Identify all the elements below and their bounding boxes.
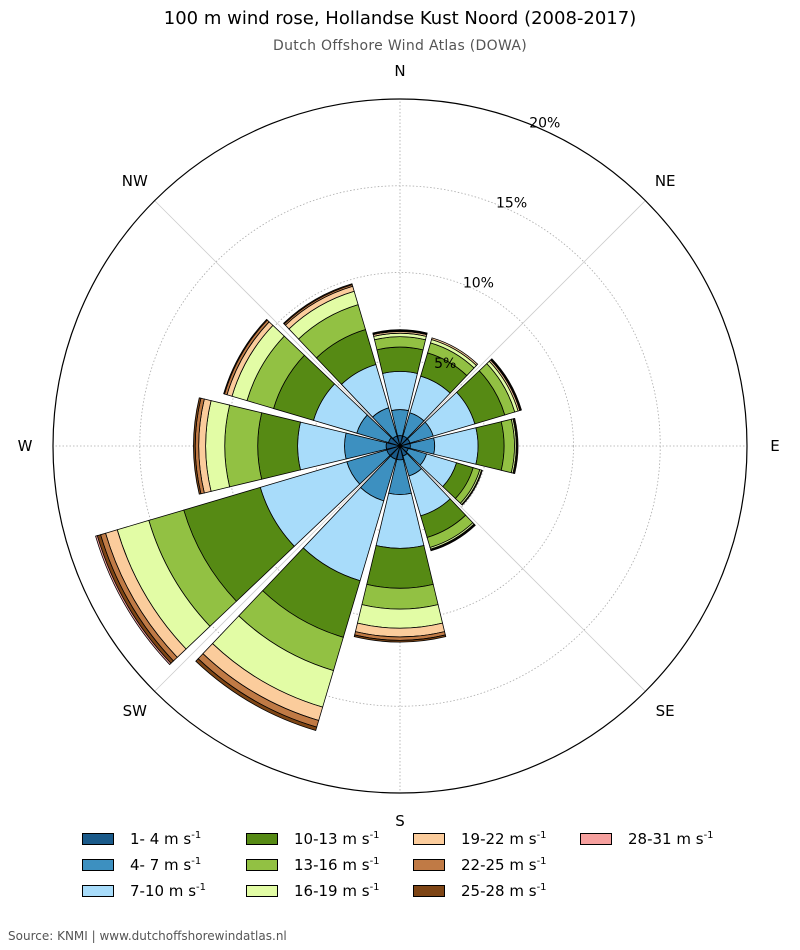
wedge-150-class-8	[430, 524, 476, 552]
legend-label-exponent: -1	[369, 830, 380, 841]
wedge-240-class-10	[95, 535, 172, 666]
legend-swatch	[413, 885, 445, 897]
grid-circle	[139, 185, 661, 707]
legend-label-exponent: -1	[536, 830, 547, 841]
radial-tick-label: 10%	[463, 276, 494, 292]
wedge-180-class-5	[361, 583, 439, 610]
legend-item: 7-10 m s-1	[82, 882, 206, 900]
legend-item: 28-31 m s-1	[580, 830, 714, 848]
legend-swatch	[246, 885, 278, 897]
legend-label-exponent: -1	[196, 882, 206, 893]
outer-circle	[52, 98, 748, 794]
legend-label: 19-22 m s-1	[461, 830, 547, 848]
wedge-210-class-9	[195, 658, 318, 731]
legend: 1- 4 m s-1 4- 7 m s-1 7-10 m s-1 10-13 m s-…	[82, 830, 782, 910]
wedge-270-class-4	[257, 412, 301, 480]
legend-label: 7-10 m s-1	[130, 882, 206, 900]
compass-label-s: S	[395, 812, 405, 830]
legend-item: 16-19 m s-1	[246, 882, 380, 900]
legend-label-exponent: -1	[191, 830, 202, 841]
legend-swatch	[82, 859, 114, 871]
radial-tick-label: 20%	[529, 115, 560, 131]
legend-label: 28-31 m s-1	[628, 830, 714, 848]
legend-item: 4- 7 m s-1	[82, 856, 201, 874]
wedge-0-class-4	[376, 346, 424, 374]
compass-label-se: SE	[656, 702, 675, 720]
legend-swatch	[246, 859, 278, 871]
wedge-0-class-9	[372, 329, 428, 335]
legend-label-text: 13-16 m s	[294, 856, 370, 874]
wedge-180-class-4	[366, 545, 434, 589]
legend-swatch	[580, 833, 612, 845]
grid-spoke	[154, 445, 401, 692]
legend-label: 13-16 m s-1	[294, 856, 380, 874]
legend-swatch	[82, 833, 114, 845]
legend-label: 16-19 m s-1	[294, 882, 380, 900]
legend-swatch	[246, 833, 278, 845]
wedge-60-class-9	[490, 358, 522, 411]
compass-label-e: E	[770, 437, 779, 455]
legend-label-text: 7-10 m s	[130, 882, 197, 900]
legend-item: 10-13 m s-1	[246, 830, 380, 848]
legend-label-exponent: -1	[536, 882, 547, 893]
wedge-300-class-9	[223, 318, 268, 395]
source-note: Source: KNMI | www.dutchoffshorewindatla…	[8, 929, 287, 943]
legend-label: 10-13 m s-1	[294, 830, 380, 848]
legend-label-text: 22-25 m s	[461, 856, 537, 874]
legend-swatch	[82, 885, 114, 897]
wedge-180-class-9	[353, 634, 447, 643]
compass-label-n: N	[394, 62, 405, 80]
legend-label-text: 4- 7 m s	[130, 856, 192, 874]
chart-subtitle: Dutch Offshore Wind Atlas (DOWA)	[273, 38, 527, 54]
chart-title: 100 m wind rose, Hollandse Kust Noord (2…	[163, 8, 637, 29]
wedge-120-class-8	[461, 469, 483, 506]
grid-spoke	[399, 445, 646, 692]
legend-item: 1- 4 m s-1	[82, 830, 201, 848]
legend-label-exponent: -1	[703, 830, 714, 841]
compass-label-w: W	[18, 437, 33, 455]
radial-tick-label: 15%	[496, 196, 527, 212]
grid-circle	[226, 272, 574, 620]
legend-label-text: 10-13 m s	[294, 830, 370, 848]
legend-label-text: 28-31 m s	[628, 830, 704, 848]
wedge-270-class-3	[297, 421, 347, 471]
legend-label: 4- 7 m s-1	[130, 856, 201, 874]
legend-item: 22-25 m s-1	[413, 856, 547, 874]
legend-item: 19-22 m s-1	[413, 830, 547, 848]
legend-label-text: 16-19 m s	[294, 882, 370, 900]
legend-label-text: 25-28 m s	[461, 882, 537, 900]
radial-tick-label: 5%	[434, 356, 456, 372]
legend-item: 25-28 m s-1	[413, 882, 547, 900]
wedge-330-class-9	[282, 283, 353, 325]
wind-rose-chart: 5% 10% 15% 20% N NE E SE S SW W NW	[18, 62, 780, 830]
wedge-90-class-8	[513, 417, 519, 475]
wedge-270-class-9	[193, 397, 202, 495]
legend-swatch	[413, 833, 445, 845]
wedge-90-class-4	[475, 421, 505, 471]
legend-label: 1- 4 m s-1	[130, 830, 201, 848]
wedge-30-class-7	[431, 337, 479, 367]
compass-label-sw: SW	[123, 702, 148, 720]
legend-label-text: 1- 4 m s	[130, 830, 192, 848]
legend-label-text: 19-22 m s	[461, 830, 537, 848]
grid-spoke	[154, 200, 401, 447]
legend-label-exponent: -1	[536, 856, 547, 867]
legend-label: 22-25 m s-1	[461, 856, 547, 874]
compass-label-nw: NW	[122, 172, 148, 190]
legend-label: 25-28 m s-1	[461, 882, 547, 900]
legend-swatch	[413, 859, 445, 871]
legend-label-exponent: -1	[369, 882, 380, 893]
legend-label-exponent: -1	[191, 856, 202, 867]
compass-label-ne: NE	[655, 172, 676, 190]
legend-item: 13-16 m s-1	[246, 856, 380, 874]
wedge-270-class-5	[224, 404, 263, 488]
legend-label-exponent: -1	[369, 856, 380, 867]
